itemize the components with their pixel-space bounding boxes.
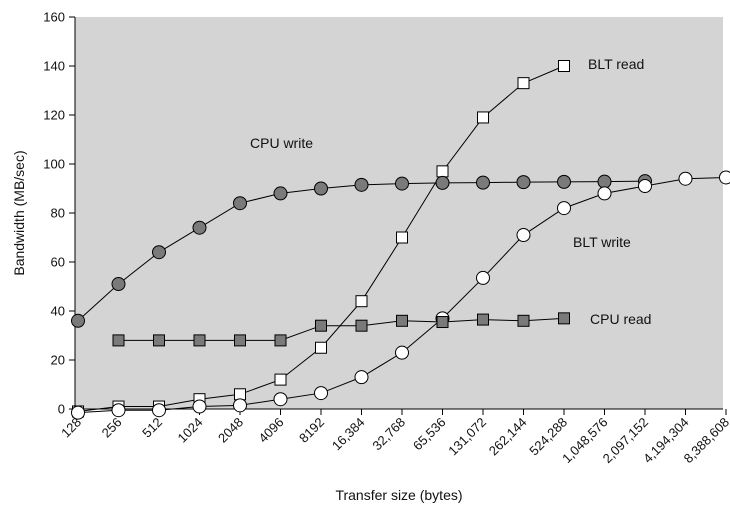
x-tick-label: 16,384: [329, 415, 368, 454]
data-point: [477, 111, 489, 124]
x-tick-label: 256: [99, 415, 125, 441]
x-tick-label: 131,072: [445, 415, 489, 459]
x-axis-title: Transfer size (bytes): [335, 487, 462, 503]
x-tick-label: 8192: [296, 415, 327, 446]
data-point: [315, 319, 327, 332]
data-point: [396, 231, 408, 244]
data-point: [557, 201, 571, 216]
data-point: [234, 334, 246, 347]
data-point: [517, 314, 530, 327]
data-point: [233, 196, 247, 211]
x-tick-label: 512: [139, 415, 165, 441]
x-tick-label: 32,768: [369, 415, 408, 454]
plot-background: [75, 17, 723, 409]
x-tick-label: 2048: [215, 415, 246, 446]
series-label: CPU write: [250, 135, 313, 151]
data-point: [233, 398, 247, 413]
y-tick-label: 80: [51, 206, 65, 221]
data-point: [71, 405, 85, 420]
series-labels: BLT read CPU write BLT write CPU read: [250, 56, 651, 327]
data-point: [314, 386, 328, 401]
series-label: BLT read: [588, 56, 644, 72]
data-point: [516, 228, 531, 243]
y-tick-label: 40: [51, 304, 65, 319]
data-point: [395, 345, 409, 360]
x-tick-label: 4096: [256, 415, 287, 446]
series-markers: [71, 60, 730, 420]
data-point: [558, 60, 570, 72]
data-point: [153, 334, 165, 347]
data-point: [111, 277, 126, 292]
y-tick-label: 0: [58, 402, 65, 417]
data-point: [597, 186, 612, 201]
data-point: [152, 245, 166, 260]
data-point: [557, 174, 571, 189]
x-tick-label: 262,144: [486, 415, 530, 459]
data-point: [638, 179, 652, 194]
data-point: [314, 181, 328, 196]
data-point: [476, 175, 490, 190]
data-point: [112, 334, 125, 347]
data-point: [315, 341, 327, 354]
data-point: [597, 174, 612, 189]
x-tick-label: 1024: [175, 415, 206, 446]
data-point: [477, 313, 489, 326]
y-tick-label: 140: [43, 59, 65, 74]
y-tick-label: 60: [51, 255, 65, 270]
y-tick-label: 100: [43, 157, 65, 172]
data-point: [558, 312, 570, 325]
series-label: CPU read: [590, 311, 651, 327]
data-point: [354, 177, 369, 192]
data-point: [273, 186, 288, 201]
data-point: [274, 334, 287, 347]
data-point: [355, 319, 368, 332]
data-point: [234, 388, 246, 401]
data-point: [152, 403, 166, 418]
data-point: [436, 165, 449, 178]
y-tick-label: 160: [43, 10, 65, 25]
data-point: [111, 403, 126, 418]
data-point: [193, 334, 206, 347]
y-tick-label: 120: [43, 108, 65, 123]
data-point: [355, 295, 368, 308]
data-point: [476, 270, 490, 285]
data-point: [192, 220, 207, 235]
series-label: BLT write: [573, 234, 631, 250]
data-point: [395, 176, 409, 191]
y-tick-label: 20: [51, 353, 65, 368]
x-tick-label: 65,536: [410, 415, 449, 454]
data-point: [354, 370, 369, 385]
data-point: [719, 170, 730, 185]
data-point: [435, 175, 450, 190]
data-point: [517, 77, 530, 90]
data-point: [516, 175, 531, 190]
y-axis-title: Bandwidth (MB/sec): [11, 150, 27, 275]
data-point: [274, 373, 287, 386]
data-point: [273, 392, 288, 407]
data-point: [192, 399, 207, 414]
data-point: [678, 171, 693, 186]
data-point: [436, 316, 449, 329]
series-line: [118, 317, 565, 341]
data-point: [71, 313, 85, 328]
data-point: [396, 314, 408, 327]
